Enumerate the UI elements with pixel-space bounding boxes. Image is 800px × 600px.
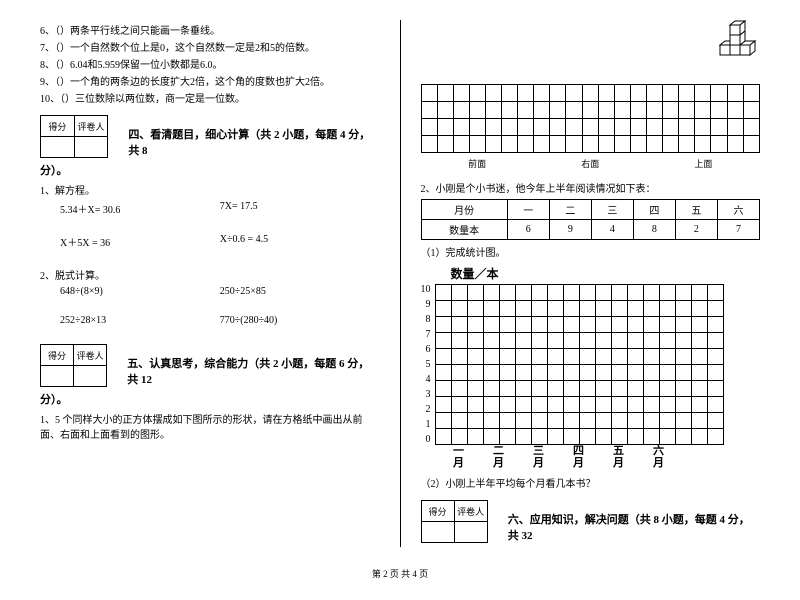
eq-row-4: 252÷28×13770÷(280÷40) — [60, 315, 380, 326]
section-4-tail: 分）。 — [40, 162, 380, 178]
eq-row-2: X＋5X = 36X÷0.6 = 4.5 — [60, 234, 380, 249]
section-4-title: 四、看清题目，细心计算（共 2 小题，每题 4 分，共 8 — [128, 126, 379, 158]
tf-7: 7、（）一个自然数个位上是0，这个自然数一定是2和5的倍数。 — [40, 39, 380, 54]
view-labels: 前面右面上面 — [421, 157, 761, 170]
x-axis: 一月二月三月四月五月六月 — [439, 445, 761, 469]
chart-grid — [435, 284, 724, 445]
section-5-title: 五、认真思考，综合能力（共 2 小题，每题 6 分，共 12 — [127, 355, 379, 387]
reading-table: 月份一二三四五六 数量本694827 — [421, 199, 761, 240]
q5-2-2: （2）小刚上半年平均每个月看几本书？ — [421, 475, 761, 490]
section-5-tail: 分）。 — [40, 391, 380, 407]
q4-2: 2、脱式计算。 — [40, 267, 380, 282]
q4-1: 1、解方程。 — [40, 182, 380, 197]
score-box-5: 得分评卷人 五、认真思考，综合能力（共 2 小题，每题 6 分，共 12 — [40, 344, 380, 387]
score-box-6: 得分评卷人 六、应用知识，解决问题（共 8 小题，每题 4 分，共 32 — [421, 500, 761, 543]
cube-diagram — [421, 20, 761, 78]
chart-title: 数量／本 — [451, 265, 761, 282]
q5-1: 1、5 个同样大小的正方体摆成如下图所示的形状，请在方格纸中画出从前面、右面和上… — [40, 411, 380, 441]
eq-row-3: 648÷(8×9)250÷25×85 — [60, 286, 380, 297]
bar-chart: 数量／本 109876543210 一月二月三月四月五月六月 — [421, 265, 761, 469]
q5-2-1: （1）完成统计图。 — [421, 244, 761, 259]
q5-2-intro: 2、小刚是个小书迷，他今年上半年阅读情况如下表： — [421, 180, 761, 195]
score-box-4: 得分评卷人 四、看清题目，细心计算（共 2 小题，每题 4 分，共 8 — [40, 115, 380, 158]
tf-8: 8、（）6.04和5.959保留一位小数都是6.0。 — [40, 56, 380, 71]
tf-10: 10、（）三位数除以两位数，商一定是一位数。 — [40, 90, 380, 105]
tf-6: 6、（）两条平行线之间只能画一条垂线。 — [40, 22, 380, 37]
page-footer: 第 2 页 共 4 页 — [40, 567, 760, 580]
eq-row-1: 5.34＋X= 30.67X= 17.5 — [60, 201, 380, 216]
section-6-title: 六、应用知识，解决问题（共 8 小题，每题 4 分，共 32 — [508, 511, 760, 543]
tf-9: 9、（）一个角的两条边的长度扩大2倍，这个角的度数也扩大2倍。 — [40, 73, 380, 88]
answer-grid — [421, 84, 761, 153]
y-axis: 109876543210 — [421, 284, 435, 445]
